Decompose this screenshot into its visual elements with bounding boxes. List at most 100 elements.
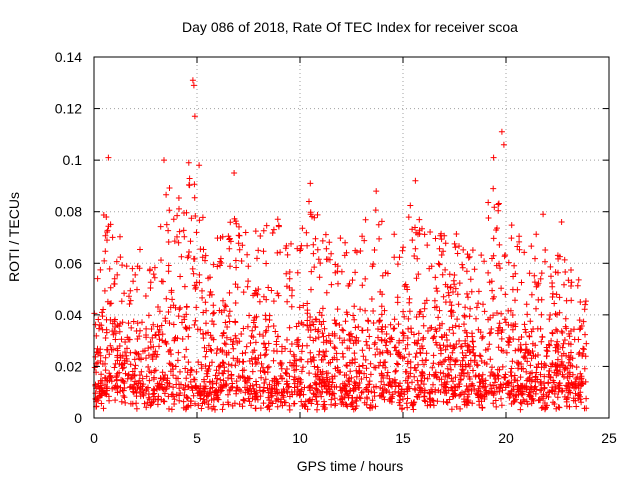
data-point: [366, 345, 373, 352]
data-point: [261, 352, 268, 359]
data-point: [132, 349, 139, 356]
data-point: [252, 339, 259, 346]
data-point: [561, 256, 568, 263]
data-point: [375, 362, 382, 369]
data-point: [406, 295, 413, 302]
data-point: [397, 353, 404, 360]
data-point: [202, 299, 209, 306]
data-point: [512, 270, 519, 277]
data-point: [139, 387, 145, 393]
data-point: [254, 359, 260, 366]
data-point: [539, 333, 546, 340]
data-point: [129, 400, 136, 407]
data-point: [369, 397, 376, 404]
data-point: [170, 216, 177, 223]
data-point: [160, 398, 167, 405]
y-tick-label: 0.04: [55, 307, 82, 323]
data-point: [121, 380, 128, 386]
data-point: [131, 372, 138, 379]
data-point: [101, 389, 107, 396]
data-point: [151, 274, 158, 281]
data-point: [512, 347, 519, 354]
data-point: [412, 245, 419, 252]
data-point: [351, 316, 358, 323]
data-point: [313, 373, 319, 380]
data-point: [516, 385, 523, 392]
data-point: [288, 292, 295, 299]
data-point: [508, 222, 515, 229]
data-point: [298, 388, 305, 395]
data-point: [364, 342, 370, 349]
data-point: [192, 400, 198, 407]
data-point: [527, 362, 534, 369]
data-point: [332, 365, 339, 372]
data-point: [342, 318, 349, 325]
data-point: [96, 385, 103, 392]
data-point: [376, 235, 383, 242]
data-point: [375, 221, 382, 228]
data-point: [554, 394, 561, 401]
data-point: [143, 373, 150, 380]
data-point: [453, 231, 460, 237]
data-point: [491, 379, 498, 386]
data-point: [379, 349, 386, 356]
data-point: [200, 330, 206, 337]
data-point: [474, 362, 481, 369]
data-point: [335, 280, 341, 287]
data-point: [465, 254, 472, 261]
data-point: [561, 366, 568, 373]
data-point: [457, 377, 464, 383]
data-point: [494, 310, 500, 316]
data-point: [285, 384, 291, 391]
data-point: [252, 323, 259, 330]
data-point: [526, 374, 533, 381]
data-point: [424, 375, 431, 382]
data-point: [148, 326, 155, 332]
data-point: [381, 307, 388, 314]
data-point: [339, 326, 346, 333]
y-axis-label: ROTI / TECUs: [6, 192, 22, 282]
data-point: [227, 336, 234, 343]
data-point: [353, 373, 360, 380]
data-point: [169, 296, 176, 303]
data-point: [405, 383, 412, 390]
data-point: [400, 332, 407, 339]
data-point: [440, 293, 447, 300]
data-point: [321, 404, 328, 411]
data-point: [103, 385, 110, 392]
data-point: [159, 337, 166, 344]
data-point: [370, 308, 377, 314]
data-point: [401, 354, 408, 361]
data-point: [363, 338, 370, 345]
data-point: [393, 360, 400, 367]
data-point: [493, 227, 500, 233]
data-point: [327, 340, 334, 347]
data-point: [307, 349, 314, 356]
data-point: [223, 334, 230, 341]
data-point: [363, 374, 370, 381]
data-point: [345, 377, 352, 384]
data-point: [407, 370, 414, 377]
data-point: [239, 242, 246, 249]
data-point: [114, 354, 121, 361]
data-point: [312, 235, 319, 242]
data-point: [460, 354, 467, 361]
data-point: [268, 287, 275, 294]
data-point: [400, 308, 407, 315]
data-point: [249, 327, 256, 334]
data-point: [98, 371, 105, 378]
data-point: [283, 270, 290, 277]
data-point: [91, 364, 98, 371]
data-point: [359, 362, 366, 369]
data-point: [396, 254, 403, 261]
data-point: [134, 336, 141, 342]
data-point: [459, 357, 466, 364]
data-point: [218, 309, 225, 316]
data-point: [386, 389, 393, 396]
data-point: [528, 355, 535, 362]
data-point: [394, 261, 401, 268]
data-point: [141, 400, 148, 407]
data-point: [583, 395, 590, 402]
data-point: [332, 269, 339, 276]
data-point: [212, 406, 218, 413]
